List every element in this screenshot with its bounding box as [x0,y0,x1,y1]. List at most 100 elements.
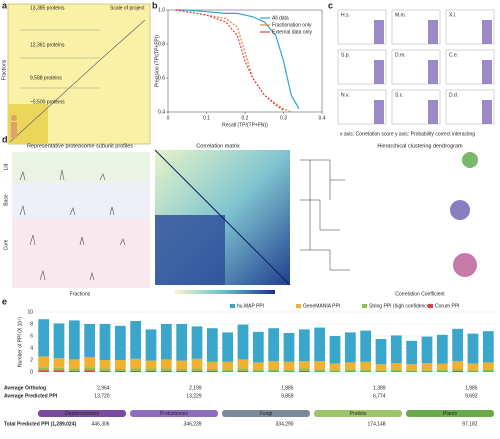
bar-segment [467,333,479,364]
bar-segment [329,371,341,372]
species-label: X.l. [449,12,456,18]
bar-segment [206,370,218,372]
probability-bar [482,60,492,84]
species-label: C.e. [449,52,458,58]
row-value: 446,306 [92,421,110,427]
bar-segment [436,363,448,370]
bar-segment [252,371,264,372]
core-band [12,218,150,288]
row-value: 1,885 [281,385,294,391]
legend-label: All data [272,15,289,21]
bar-segment [53,367,65,371]
level-label: 12,361 proteins [30,42,65,48]
row-value: 9,859 [281,393,294,399]
bar-segment [206,328,218,362]
x-tick-label: 0.1 [203,115,210,121]
legend-label: Corum PPI [435,303,459,309]
bar-segment [436,371,448,372]
y-axis-label: Number of PPI (X 10⁴) [17,317,23,367]
bar-segment [176,370,188,372]
panel-title: Correlation matrix [196,143,240,149]
species-label: S.c. [395,92,404,98]
clade-label: Protostomes [160,411,189,417]
bar-segment [130,368,142,371]
clade-label: Fungi [260,411,273,417]
clade-bar [406,410,494,417]
bar-segment [237,368,249,371]
bar-segment [222,332,234,362]
row-value: 334,290 [276,421,294,427]
bar-segment [222,361,234,370]
bar-segment [38,356,50,368]
probability-bar [428,20,438,44]
bar-segment [467,370,479,372]
row-value: 9,692 [465,393,478,399]
legend-swatch [362,304,367,308]
species-label: D.m. [395,52,406,58]
bar-segment [130,321,142,359]
bar-segment [314,369,326,372]
probability-bar [428,60,438,84]
bar-segment [145,370,157,372]
bar-segment [68,320,80,360]
species-label: H.s. [341,12,350,18]
probability-bar [482,100,492,124]
bar-segment [314,361,326,370]
panel-label: d [2,134,8,144]
axis-label: Fractions [70,291,91,297]
bar-segment [130,370,142,372]
bar-segment [160,368,172,371]
x-tick-label: 0 [167,115,170,121]
bar-segment [145,368,157,371]
bar-segment [436,369,448,372]
bar-segment [191,358,203,369]
bar-segment [452,370,464,372]
x-tick-label: 0.4 [319,115,326,121]
species-label: S.p. [341,52,350,58]
person-icon [11,122,17,138]
bar-segment [268,369,280,372]
bar-segment [84,367,96,371]
legend-label: hu.MAP PPI [237,303,264,309]
bar-segment [467,371,479,372]
colorbar [175,290,275,294]
bar-segment [145,329,157,361]
probability-bar [482,20,492,44]
bar-segment [298,361,310,369]
bar-segment [222,371,234,372]
bar-segment [482,362,494,370]
bar-segment [329,363,341,371]
panel-title: Representative proteasome subunit profil… [27,143,133,149]
row-value: 1,389 [373,385,386,391]
bar-segment [38,370,50,372]
y-tick-label: 0 [30,369,33,375]
bar-segment [38,367,50,371]
panel-c: c x axis: Correlation score y axis: Prob… [328,0,495,137]
panel-label: e [2,296,7,306]
bar-segment [114,370,126,372]
row-value: 13,720 [94,393,110,399]
lid-band [12,152,150,182]
bar-segment [145,360,157,369]
bar-segment [344,332,356,363]
bar-segment [406,370,418,372]
probability-bar [428,100,438,124]
bar-segment [360,330,372,362]
bar-segment [53,358,65,368]
structure-icon [450,200,470,220]
bar-segment [406,364,418,371]
legend-label: String PPI (high confidence) [369,303,432,309]
bar-segment [344,371,356,372]
legend-label: Fractionation only [272,22,312,28]
bar-segment [206,361,218,369]
bar-segment [467,363,479,371]
clade-bar [314,410,402,417]
y-tick-label: 1.0 [158,7,165,13]
bar-segment [421,336,433,363]
base-band [12,182,150,218]
bar-segment [191,370,203,372]
bar-segment [252,331,264,363]
row-label: Total Predicted PPI (1,289,024) [4,421,76,427]
group-label: Base [3,194,9,206]
